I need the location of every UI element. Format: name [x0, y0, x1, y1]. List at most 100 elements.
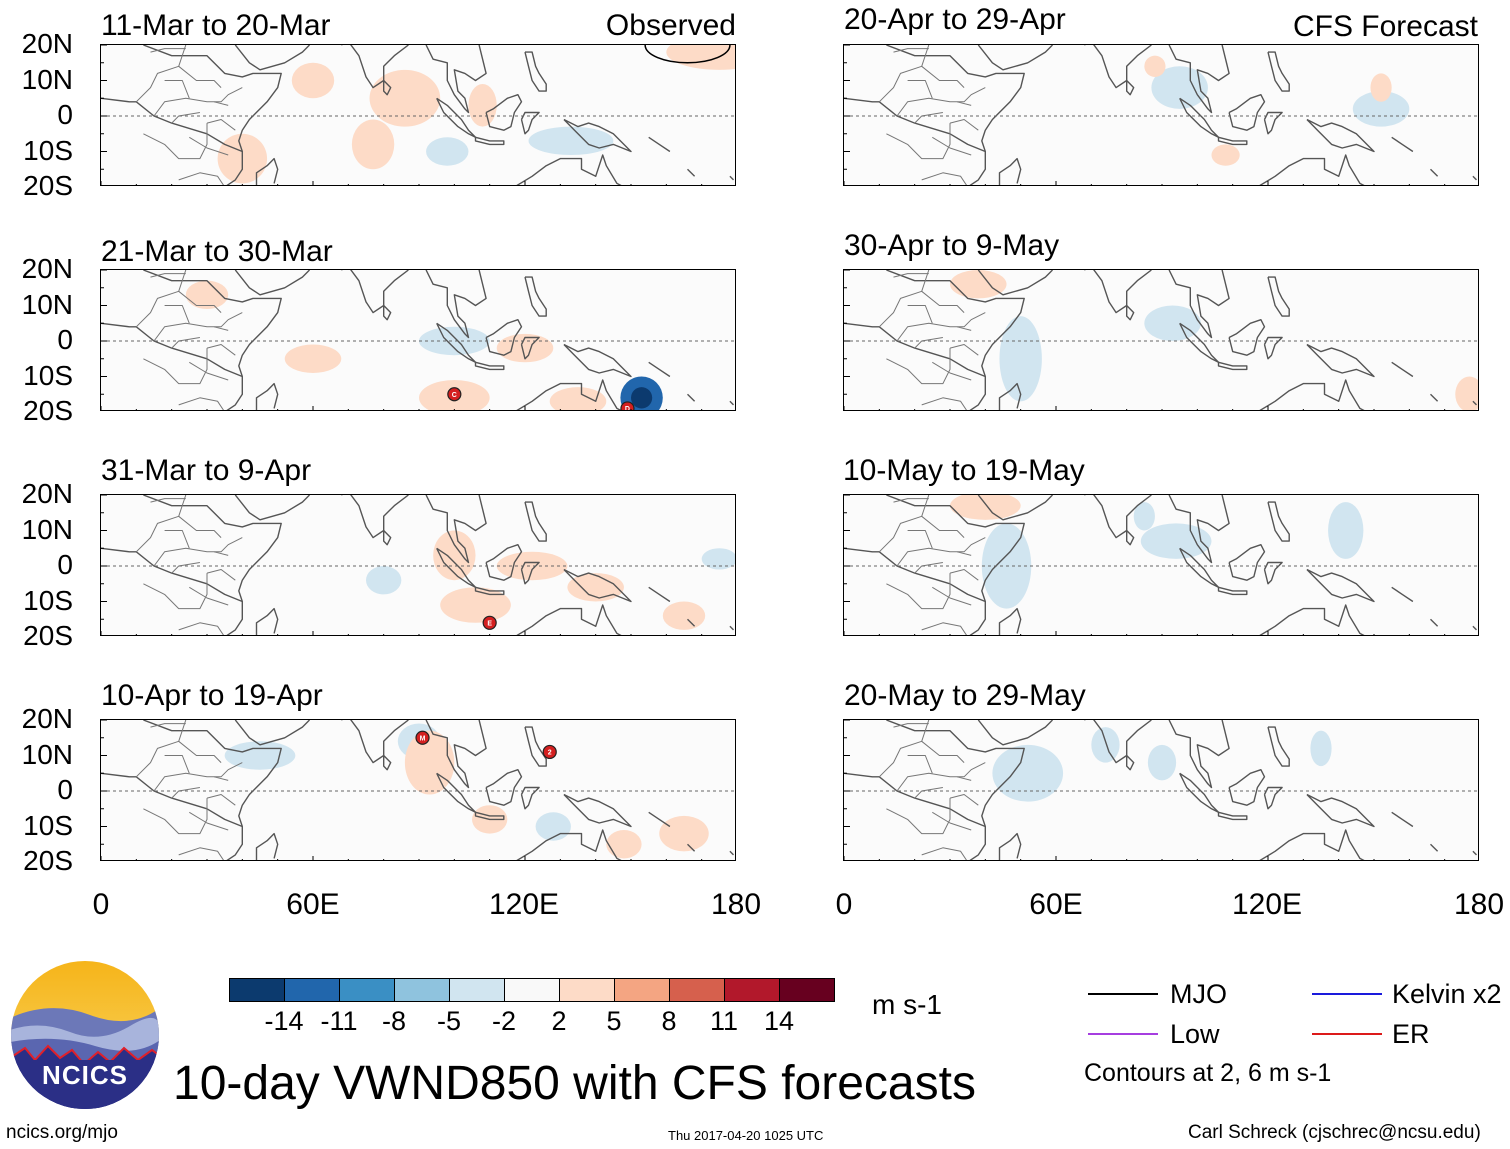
coastline: [563, 793, 632, 828]
colorbar-label: 8: [661, 1006, 677, 1036]
coastline: [1228, 319, 1266, 356]
country-border: [907, 80, 933, 99]
colorbar-swatch: [339, 978, 395, 1002]
coastline: [1228, 544, 1266, 581]
country-border: [164, 80, 190, 99]
country-border: [907, 305, 933, 324]
coastline: [1267, 51, 1290, 92]
coastline: [648, 136, 671, 153]
storm-marker: C: [447, 387, 462, 402]
storm-letter: C: [452, 392, 457, 399]
coastline: [1306, 118, 1375, 153]
x-tick-label: 60E: [1029, 888, 1083, 921]
coastline: [1168, 495, 1230, 564]
anomaly-blob: [440, 587, 511, 623]
country-border: [932, 136, 972, 156]
coastline: [1472, 400, 1477, 406]
coastline: [383, 305, 392, 321]
coastline: [977, 270, 1053, 296]
country-border: [932, 811, 972, 831]
country-border: [178, 172, 224, 185]
coastline: [524, 501, 547, 542]
coastline: [998, 157, 1022, 185]
x-tick-label: 180: [1453, 888, 1505, 921]
storm-marker: 2: [542, 744, 557, 760]
country-border: [893, 273, 929, 278]
low-legend-line: [1088, 1033, 1158, 1035]
anomaly-blob: [1328, 502, 1364, 559]
coastline: [1391, 136, 1414, 153]
anomaly-blob: [433, 530, 476, 581]
y-tick-label: 0: [57, 324, 73, 355]
y-tick-label: 10S: [23, 809, 73, 841]
author-credit: Carl Schreck (cjschrec@ncsu.edu): [1188, 1122, 1481, 1143]
country-border: [949, 344, 979, 356]
coastline: [516, 604, 622, 635]
coastline: [234, 270, 310, 296]
storm-marker: M: [415, 730, 430, 745]
y-tick-label: 20S: [23, 170, 73, 201]
country-border: [171, 562, 200, 574]
country-border: [914, 337, 943, 349]
logo-text: NCICS: [42, 1060, 128, 1090]
coastline: [1084, 45, 1152, 89]
coastline: [1263, 336, 1283, 360]
coastline: [425, 495, 487, 564]
country-border: [153, 762, 243, 792]
coastline: [383, 80, 392, 96]
coastline: [1168, 270, 1230, 339]
country-border: [914, 787, 943, 799]
map-background: [844, 720, 1478, 860]
coastline: [1391, 811, 1414, 828]
coastline: [687, 393, 696, 402]
coastline: [474, 586, 505, 596]
coastline: [1430, 393, 1439, 402]
country-border: [893, 48, 929, 53]
anomaly-blob: [496, 551, 568, 581]
y-tick-label: 10N: [21, 738, 73, 770]
website-link[interactable]: ncics.org/mjo: [6, 1122, 118, 1143]
y-tick-label: 10N: [21, 513, 73, 545]
country-border: [921, 290, 965, 313]
country-border: [949, 119, 979, 131]
country-border: [878, 720, 930, 778]
y-tick-label: 20N: [21, 28, 73, 59]
coastline: [648, 361, 671, 378]
mjo-legend-line: [1088, 993, 1158, 995]
colorbar-label: 5: [606, 1006, 622, 1036]
contours-note: Contours at 2, 6 m s-1: [1084, 1059, 1332, 1087]
country-border: [893, 723, 929, 728]
coastline: [1228, 769, 1266, 806]
anomaly-blob: [468, 84, 497, 127]
mjo-contour: [644, 45, 731, 64]
country-border: [878, 270, 930, 328]
country-border: [878, 495, 930, 553]
country-border: [921, 740, 965, 763]
coastline: [524, 726, 547, 767]
panel-title: 10-Apr to 19-Apr: [101, 679, 323, 712]
anomaly-blob: [1144, 55, 1166, 77]
coastline: [520, 561, 540, 585]
country-border: [949, 569, 979, 581]
anomaly-blob: [659, 815, 709, 852]
coastline: [1263, 786, 1283, 810]
country-border: [886, 573, 951, 610]
country-border: [213, 551, 229, 556]
x-tick-label: 120E: [1231, 888, 1303, 921]
coastline: [341, 45, 409, 89]
country-border: [189, 361, 229, 381]
country-border: [956, 551, 972, 556]
coastline: [1391, 586, 1414, 603]
country-border: [153, 87, 243, 117]
coastline: [886, 720, 1025, 827]
colorbar-swatch: [229, 978, 285, 1002]
coastline: [648, 811, 671, 828]
coastline: [977, 720, 1053, 746]
colorbar-swatch: [559, 978, 615, 1002]
panel-title: 20-May to 29-May: [844, 679, 1086, 712]
map-panel-observed-1: [100, 44, 736, 186]
coastline: [977, 45, 1053, 71]
country-border: [178, 65, 222, 88]
panel-title: 21-Mar to 30-Mar: [101, 235, 333, 268]
anomaly-blob: [1370, 73, 1392, 102]
